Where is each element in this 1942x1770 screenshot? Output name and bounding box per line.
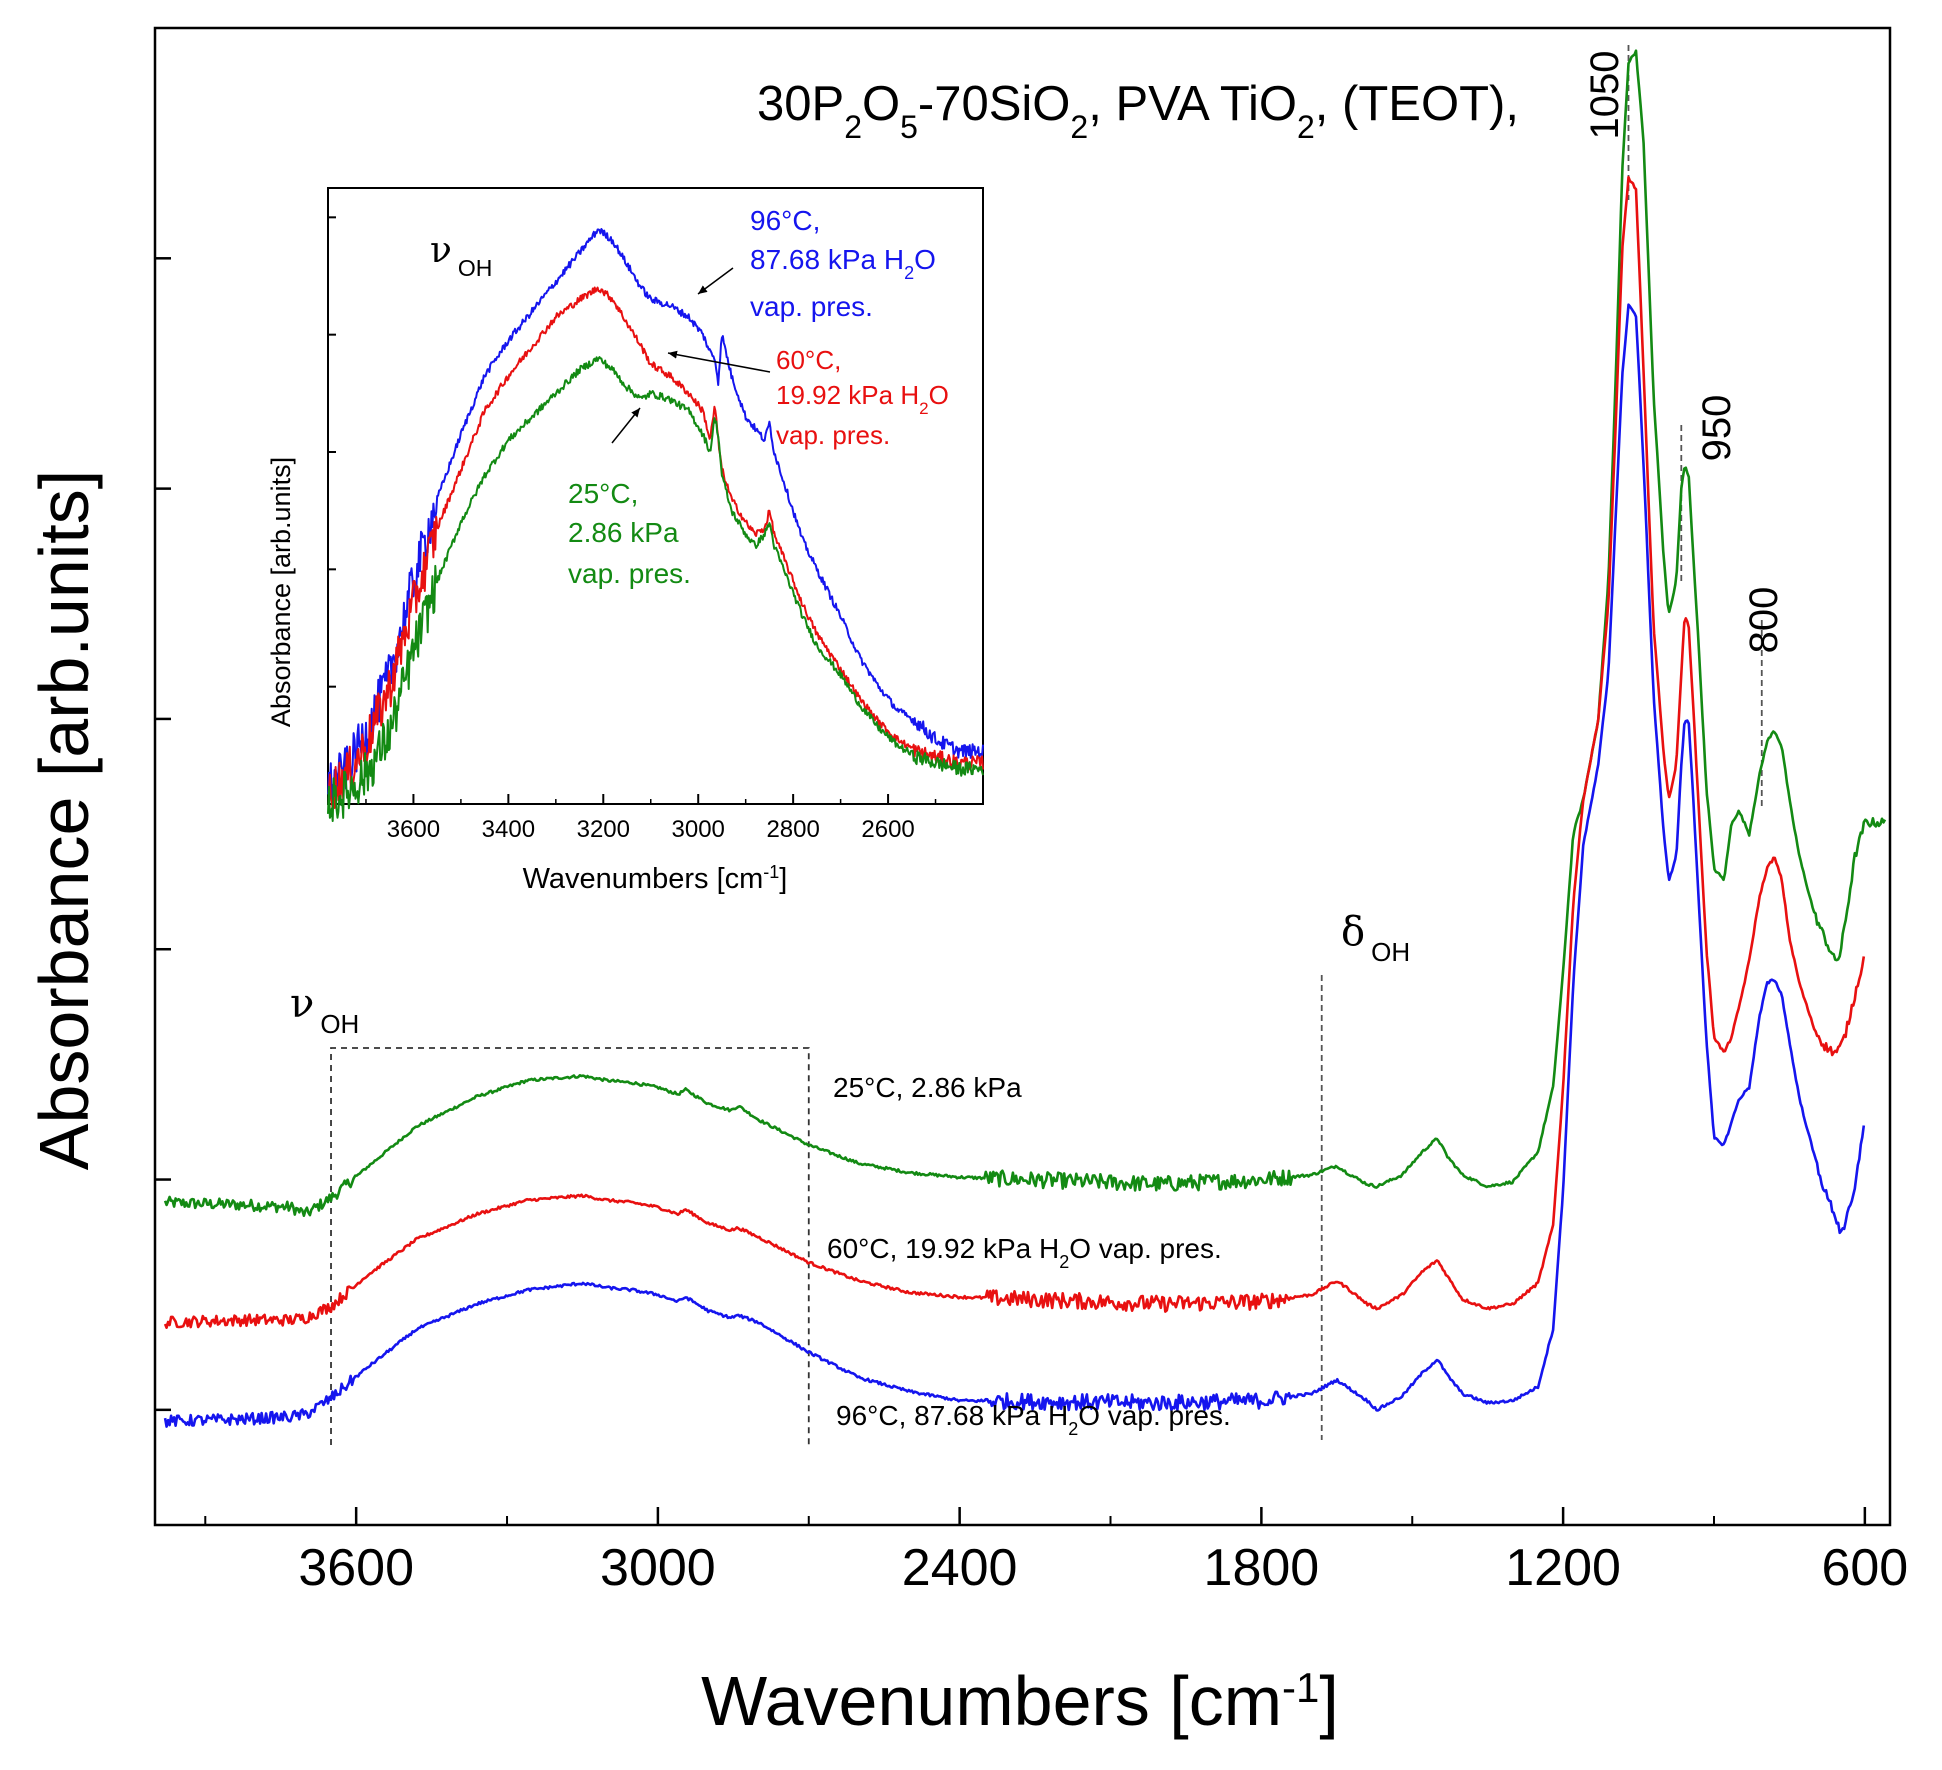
y-axis-label: Absorbance [arb.units] xyxy=(25,470,103,1170)
inset-x-tick-label: 3200 xyxy=(577,816,630,843)
main-x-tick-label: 1800 xyxy=(1204,1539,1320,1597)
inset-x-tick-label: 3400 xyxy=(482,816,535,843)
main-series-group xyxy=(163,49,1887,1428)
inset-x-axis-label: Wavenumbers [cm-1] xyxy=(523,862,788,895)
inset-chart: 3600 3400 3200 3000 2800 2600 Wavenumbers [cm… xyxy=(266,187,984,895)
inset-series-line-60c xyxy=(327,286,984,811)
nu-oh-label: ν OH xyxy=(290,981,359,1039)
inset-x-tick-label: 3600 xyxy=(387,816,440,843)
inset-label-25c-line3: vap. pres. xyxy=(568,558,691,589)
series-label-60c: 60°C, 19.92 kPa H2O vap. pres. xyxy=(827,1233,1222,1272)
inset-label-96c-line1: 96°C, xyxy=(750,205,820,236)
main-x-tick-label: 1200 xyxy=(1505,1539,1621,1597)
series-line-96c xyxy=(163,303,1866,1428)
inset-x-tick-label: 3000 xyxy=(672,816,725,843)
peak-label-950: 950 xyxy=(1695,395,1739,462)
inset-series-line-25c xyxy=(327,356,984,822)
delta-oh-label: δ OH xyxy=(1341,909,1410,967)
inset-y-axis-label: Absorbance [arb.units] xyxy=(266,457,296,727)
inset-y-ticks xyxy=(328,216,336,688)
inset-label-25c-line1: 25°C, xyxy=(568,478,638,509)
nu-oh-region-box xyxy=(330,1047,810,1445)
inset-label-25c-line2: 2.86 kPa xyxy=(568,517,679,548)
main-x-ticks: 3600 3000 2400 1800 1200 600 xyxy=(204,1507,1908,1597)
inset-arrow-60c xyxy=(667,350,771,373)
main-plot-frame xyxy=(153,26,1892,1527)
main-x-tick-label: 3000 xyxy=(600,1539,716,1597)
inset-label-60c-line2: 19.92 kPa H2O xyxy=(776,380,949,418)
chart-title: 30P2O5-70SiO2, PVA TiO2, (TEOT), xyxy=(757,77,1519,145)
main-x-tick-label: 600 xyxy=(1821,1539,1908,1597)
series-label-25c: 25°C, 2.86 kPa xyxy=(833,1072,1022,1103)
peak-label-1050: 1050 xyxy=(1583,51,1627,140)
inset-label-96c-line3: vap. pres. xyxy=(750,291,873,322)
inset-arrow-25c xyxy=(611,407,641,444)
inset-plot-frame xyxy=(327,187,984,805)
inset-label-96c-line2: 87.68 kPa H2O xyxy=(750,244,936,283)
peak-label-800: 800 xyxy=(1742,587,1786,654)
series-line-60c xyxy=(163,175,1866,1329)
main-x-tick-label: 3600 xyxy=(298,1539,414,1597)
inset-arrow-96c xyxy=(697,267,734,295)
x-axis-label: Wavenumbers [cm-1] xyxy=(701,1662,1339,1740)
inset-nu-oh-label: ν OH xyxy=(430,230,492,281)
series-label-96c: 96°C, 87.68 kPa H2O vap. pres. xyxy=(836,1400,1231,1439)
inset-x-ticks: 3600 3400 3200 3000 2800 2600 xyxy=(365,794,937,843)
inset-label-60c-line1: 60°C, xyxy=(776,345,841,375)
inset-x-tick-label: 2800 xyxy=(766,816,819,843)
main-x-tick-label: 2400 xyxy=(902,1539,1018,1597)
inset-x-tick-label: 2600 xyxy=(861,816,914,843)
main-y-ticks xyxy=(155,257,171,1412)
inset-label-60c-line3: vap. pres. xyxy=(776,420,890,450)
inset-series-line-96c xyxy=(327,228,984,802)
inset-series-group xyxy=(327,228,984,822)
